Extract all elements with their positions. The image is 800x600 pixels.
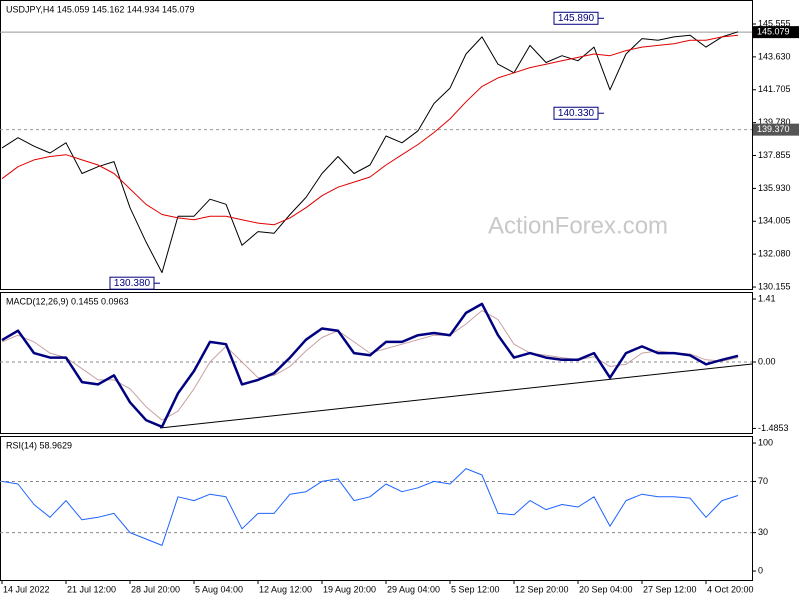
y-tick-label: -1.4853 [758, 423, 789, 433]
x-tick-label: 5 Sep 12:00 [451, 584, 500, 594]
y-tick-label: 0 [758, 565, 763, 575]
y-tick-label: 30 [758, 527, 768, 537]
watermark: ActionForex.com [488, 212, 668, 239]
level-label: 139.370 [757, 124, 790, 134]
level-label-box [753, 123, 799, 136]
series-line [1, 302, 739, 429]
y-tick-label: 132.080 [758, 249, 791, 259]
level-label: 145.079 [757, 27, 790, 37]
x-tick-label: 29 Aug 04:00 [387, 584, 440, 594]
series-line [1, 34, 739, 226]
macd-panel [0, 292, 753, 434]
panel-title: RSI(14) 58.9629 [6, 440, 72, 450]
series-line [1, 468, 739, 546]
y-tick-label: 145.555 [758, 18, 791, 28]
y-tick-label: 135.930 [758, 183, 791, 193]
price-panel [0, 0, 753, 290]
y-tick-label: 141.705 [758, 84, 791, 94]
x-tick-label: 4 Oct 20:00 [707, 584, 754, 594]
series-line [1, 310, 739, 421]
x-tick-label: 21 Jul 12:00 [67, 584, 116, 594]
panel-title: MACD(12,26,9) 0.1455 0.0963 [6, 296, 129, 306]
trend-line [159, 363, 753, 429]
y-tick-label: 130.155 [758, 281, 791, 291]
y-tick-label: 0.00 [758, 356, 776, 366]
y-tick-label: 143.630 [758, 51, 791, 61]
annotation-label: 140.330 [558, 108, 595, 119]
y-tick-label: 139.780 [758, 117, 791, 127]
x-tick-label: 12 Sep 20:00 [515, 584, 569, 594]
annotation-label: 145.890 [558, 13, 595, 24]
panel-title: USDJPY,H4 145.059 145.162 144.934 145.07… [6, 4, 195, 14]
series-line [1, 31, 739, 274]
annotation-label: 130.380 [114, 278, 151, 289]
y-tick-label: 1.41 [758, 293, 776, 303]
y-tick-label: 100 [758, 437, 773, 447]
y-tick-label: 134.005 [758, 216, 791, 226]
level-label-box [753, 26, 799, 39]
rsi-panel [0, 436, 753, 581]
y-tick-label: 137.855 [758, 150, 791, 160]
x-tick-label: 27 Sep 12:00 [643, 584, 697, 594]
x-tick-label: 12 Aug 12:00 [259, 584, 312, 594]
x-tick-label: 14 Jul 2022 [3, 584, 50, 594]
x-tick-label: 5 Aug 04:00 [195, 584, 243, 594]
x-tick-label: 20 Sep 04:00 [579, 584, 633, 594]
x-tick-label: 28 Jul 20:00 [131, 584, 180, 594]
x-tick-label: 19 Aug 20:00 [323, 584, 376, 594]
y-tick-label: 70 [758, 476, 768, 486]
